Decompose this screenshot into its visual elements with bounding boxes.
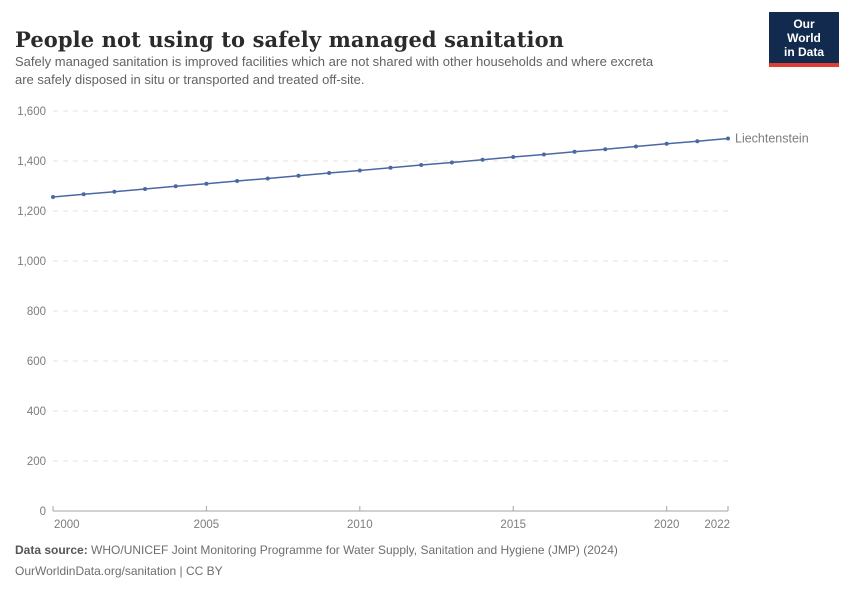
y-axis-tick-label: 800 <box>27 306 46 318</box>
data-point <box>327 171 332 175</box>
data-point <box>603 147 608 152</box>
owid-logo-line1: Our World <box>787 17 821 45</box>
data-point <box>388 165 393 170</box>
x-axis-tick-label: 2005 <box>194 519 220 531</box>
data-point <box>51 195 55 199</box>
x-axis-tick-label: 2022 <box>704 519 730 531</box>
y-axis-tick-label: 200 <box>27 456 46 468</box>
data-point <box>112 189 117 194</box>
owid-logo-line2: in Data <box>783 45 824 59</box>
data-point <box>633 144 638 149</box>
data-point <box>419 163 424 167</box>
x-axis-tick-label: 2020 <box>654 519 680 531</box>
y-axis-tick-label: 1,000 <box>17 256 46 268</box>
subtitle-line: are safely disposed in situ or transport… <box>15 72 365 87</box>
data-point <box>480 157 485 162</box>
x-axis-tick-label: 2000 <box>54 519 80 531</box>
series-label: Liechtenstein <box>735 132 809 146</box>
line-chart: 0 200 400 600 800 1,000 1,200 1,400 1,600 2000 200… <box>17 106 809 531</box>
data-point <box>449 160 454 165</box>
data-point <box>81 192 86 197</box>
data-point <box>511 155 516 159</box>
y-axis-tick-label: 0 <box>40 506 46 518</box>
x-axis-tick-label: 2015 <box>500 519 526 531</box>
page-title: People not using to safely managed sanit… <box>15 27 565 53</box>
y-axis-tick-label: 1,400 <box>17 156 46 168</box>
data-point <box>235 179 240 183</box>
data-point <box>173 184 178 189</box>
footer-license: OurWorldinData.org/sanitation | CC BY <box>15 564 223 578</box>
data-point <box>695 139 700 144</box>
datasource-label: Data source: <box>15 543 88 557</box>
data-point <box>296 173 301 178</box>
data-point <box>265 176 270 181</box>
data-point <box>204 181 209 186</box>
data-point <box>143 187 148 191</box>
x-axis-tick-label: 2010 <box>347 519 373 531</box>
chart-subtitle: Safely managed sanitation is improved fa… <box>15 53 765 89</box>
chart-footer: Data source: WHO/UNICEF Joint Monitoring… <box>15 540 795 582</box>
subtitle-line: Safely managed sanitation is improved fa… <box>15 54 654 69</box>
data-point <box>357 168 362 173</box>
datasource-text: WHO/UNICEF Joint Monitoring Programme fo… <box>87 543 618 557</box>
y-axis-tick-label: 400 <box>27 406 46 418</box>
data-point <box>664 141 669 146</box>
footer-datasource: Data source: WHO/UNICEF Joint Monitoring… <box>15 540 795 561</box>
data-point <box>726 136 730 141</box>
y-axis-tick-label: 1,200 <box>17 206 46 218</box>
owid-logo: Our World in Data <box>769 12 839 67</box>
y-axis-tick-label: 1,600 <box>17 106 46 118</box>
data-point <box>541 152 546 157</box>
data-point <box>572 149 577 154</box>
y-axis-tick-label: 600 <box>27 356 46 368</box>
